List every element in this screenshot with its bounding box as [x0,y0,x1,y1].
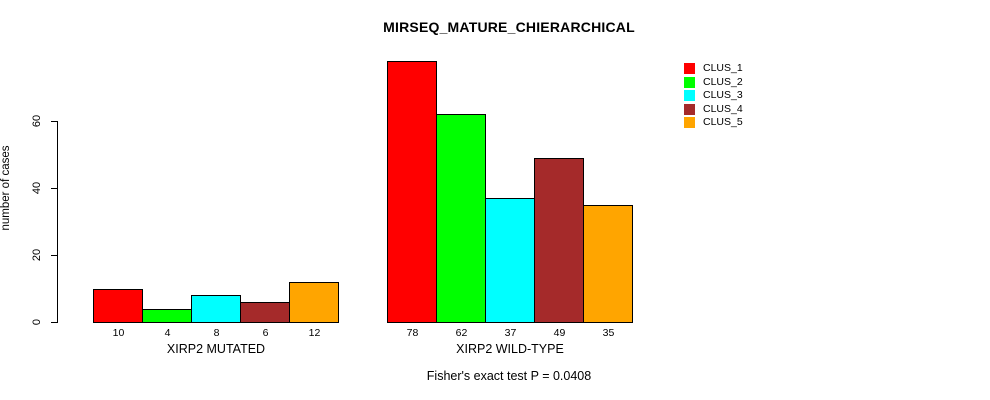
y-axis-tick-label: 0 [31,318,43,326]
bar-clus_4 [240,301,290,323]
legend-entry: CLUS_4 [684,103,743,117]
bar-value-label: 10 [112,327,125,339]
legend-label: CLUS_4 [703,102,743,115]
bar-value-label: 78 [406,327,419,339]
fisher-test-note: Fisher's exact test P = 0.0408 [426,369,592,383]
y-axis-tick-label: 60 [31,114,43,128]
y-axis-label: number of cases [0,145,12,231]
bar-value-label: 6 [262,327,269,339]
chart-title: MIRSEQ_MATURE_CHIERARCHICAL [383,19,635,35]
legend-entry: CLUS_2 [684,76,743,90]
legend-swatch-icon [684,117,695,129]
y-axis-tick [51,321,58,323]
bar-clus_2 [142,308,192,323]
y-axis-tick [51,254,58,256]
legend-swatch-icon [684,103,695,115]
legend-label: CLUS_3 [703,89,743,102]
y-axis-line [57,121,58,323]
y-axis-tick-label: 40 [31,181,43,195]
legend-label: CLUS_2 [703,75,743,88]
bar-clus_5 [583,204,633,323]
legend-swatch-icon [684,63,695,75]
legend-label: CLUS_1 [703,62,743,75]
bar-clus_4 [534,157,584,323]
bar-clus_5 [289,281,339,323]
y-axis-tick [51,187,58,189]
bar-value-label: 37 [504,327,517,339]
legend: CLUS_1 CLUS_2 CLUS_3 CLUS_4 CLUS_5 [684,62,743,130]
y-axis-tick-label: 20 [31,248,43,262]
bar-value-label: 35 [602,327,615,339]
bar-value-label: 8 [213,327,220,339]
legend-label: CLUS_5 [703,116,743,129]
group-label: XIRP2 WILD-TYPE [456,342,564,356]
bar-clus_3 [485,198,535,323]
bar-clus_2 [436,114,486,323]
legend-entry: CLUS_5 [684,116,743,130]
bar-value-label: 4 [164,327,171,339]
bar-clus_1 [93,288,143,323]
bar-clus_3 [191,295,241,323]
bar-value-label: 49 [553,327,566,339]
y-axis-tick [51,120,58,122]
bar-value-label: 62 [455,327,468,339]
legend-entry: CLUS_3 [684,89,743,103]
bar-clus_1 [387,60,437,323]
legend-swatch-icon [684,90,695,102]
legend-entry: CLUS_1 [684,62,743,76]
group-label: XIRP2 MUTATED [166,342,266,356]
bar-value-label: 12 [308,327,321,339]
legend-swatch-icon [684,76,695,88]
